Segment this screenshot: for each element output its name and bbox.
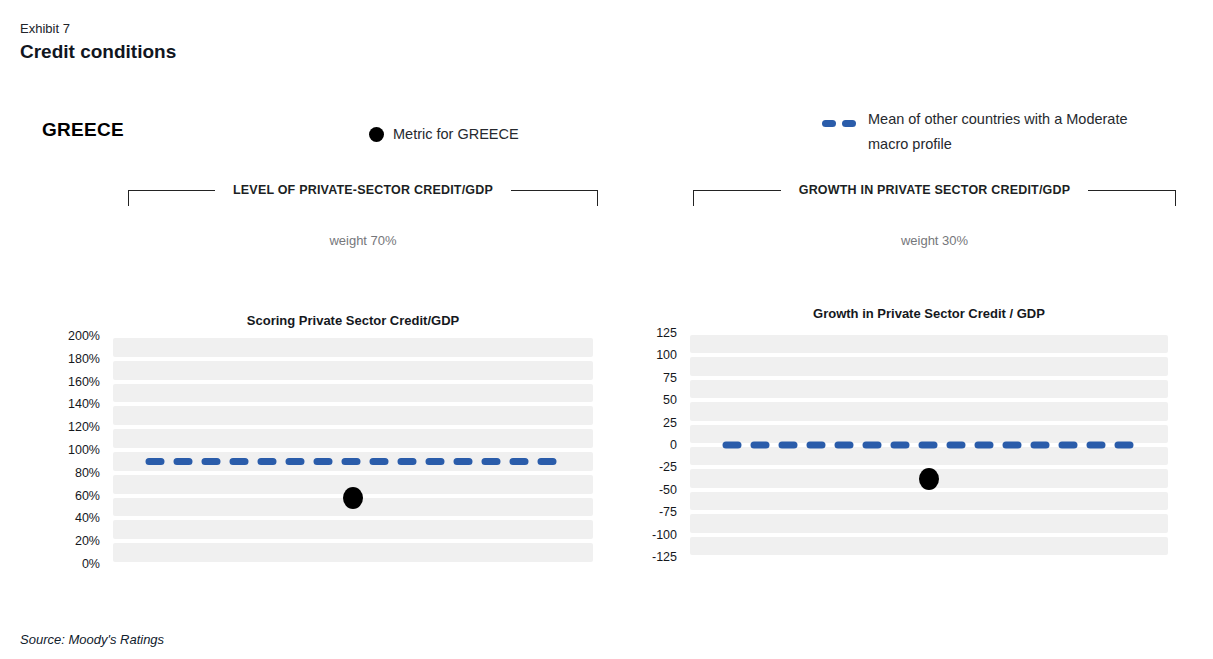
country-label: GREECE — [42, 119, 124, 141]
section-level-credit: LEVEL OF PRIVATE-SECTOR CREDIT/GDP weigh… — [128, 181, 598, 248]
blue-dash-icon — [822, 120, 856, 127]
exhibit-number: Exhibit 7 — [20, 21, 70, 36]
y-tick-label: 25 — [663, 415, 677, 431]
chart-level-private-sector-credit: Scoring Private Sector Credit/GDP 200% 18… — [40, 306, 593, 601]
y-tick-label: -50 — [659, 482, 677, 498]
section-title-growth: GROWTH IN PRIVATE SECTOR CREDIT/GDP — [781, 181, 1089, 200]
bracket-line-right — [511, 190, 598, 206]
chart-title: Growth in Private Sector Credit / GDP — [690, 306, 1168, 321]
y-tick-label: 100% — [68, 442, 100, 458]
y-tick-label: 0 — [670, 437, 677, 453]
bracket-line-left — [693, 190, 781, 206]
y-tick-label: -25 — [659, 459, 677, 475]
chart-title: Scoring Private Sector Credit/GDP — [113, 313, 593, 328]
y-tick-label: 20% — [75, 533, 100, 549]
y-axis: 200%180%160%140%120%100%80%60%40%20%0% — [40, 336, 113, 564]
y-tick-label: -75 — [659, 504, 677, 520]
y-tick-label: 100 — [656, 347, 677, 363]
source-note: Source: Moody's Ratings — [20, 632, 164, 647]
section-weight-label: weight 30% — [693, 233, 1176, 248]
y-tick-label: 125 — [656, 325, 677, 341]
exhibit-title: Credit conditions — [20, 41, 176, 63]
y-tick-label: 120% — [68, 419, 100, 435]
section-bracket: LEVEL OF PRIVATE-SECTOR CREDIT/GDP — [128, 181, 598, 207]
section-weight-label: weight 70% — [128, 233, 598, 248]
black-dot-icon — [369, 127, 384, 142]
legend-item-metric: Metric for GREECE — [369, 122, 519, 147]
section-growth-credit: GROWTH IN PRIVATE SECTOR CREDIT/GDP weig… — [693, 181, 1176, 248]
section-title-level: LEVEL OF PRIVATE-SECTOR CREDIT/GDP — [215, 181, 511, 200]
plot-area — [690, 333, 1168, 557]
y-tick-label: 75 — [663, 370, 677, 386]
y-tick-label: 60% — [75, 488, 100, 504]
y-tick-label: 0% — [82, 556, 100, 572]
y-tick-label: 40% — [75, 510, 100, 526]
y-tick-label: 160% — [68, 374, 100, 390]
legend-metric-label: Metric for GREECE — [393, 122, 519, 147]
mean-dashed-line — [113, 336, 593, 564]
y-tick-label: -100 — [652, 527, 677, 543]
plot-area — [113, 336, 593, 564]
y-tick-label: 80% — [75, 465, 100, 481]
y-tick-label: 50 — [663, 392, 677, 408]
exhibit-page: Exhibit 7 Credit conditions GREECE Metri… — [0, 0, 1213, 659]
y-tick-label: 180% — [68, 351, 100, 367]
bracket-line-right — [1088, 190, 1176, 206]
mean-dashed-line — [690, 333, 1168, 557]
bracket-line-left — [128, 190, 215, 206]
y-tick-label: 140% — [68, 396, 100, 412]
y-tick-label: 200% — [68, 328, 100, 344]
y-tick-label: -125 — [652, 549, 677, 565]
chart-growth-private-sector-credit: Growth in Private Sector Credit / GDP 12… — [617, 302, 1175, 597]
legend-item-mean: Mean of other countries with a Moderate … — [822, 107, 1172, 157]
legend-mean-label: Mean of other countries with a Moderate … — [868, 107, 1168, 157]
y-axis: 1251007550250-25-50-75-100-125 — [617, 333, 690, 557]
section-bracket: GROWTH IN PRIVATE SECTOR CREDIT/GDP — [693, 181, 1176, 207]
